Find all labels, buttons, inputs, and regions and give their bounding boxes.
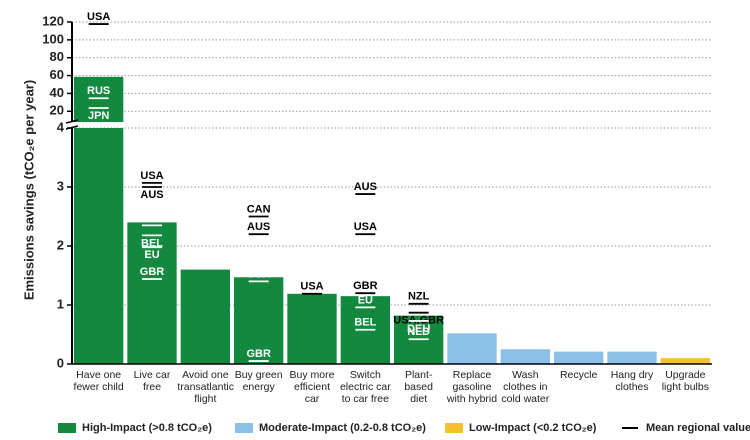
x-tick-label: Upgrade light bulbs: [661, 369, 709, 393]
mean-label: BEL: [354, 317, 376, 329]
mean-label: NLD: [407, 326, 430, 338]
y-tick-label: 120: [42, 13, 64, 28]
legend-swatch: [445, 423, 463, 433]
y-tick-label: 0: [57, 355, 64, 370]
y-tick-label: 40: [50, 85, 64, 100]
bar: [180, 269, 230, 364]
y-tick-label: 4: [57, 119, 65, 134]
y-tick-label: 80: [50, 49, 64, 64]
legend-label: Low-Impact (<0.2 tCO₂e): [469, 422, 597, 434]
mean-label: NZL: [408, 291, 430, 303]
x-tick-label: Replace gasoline with hybrid: [446, 369, 498, 405]
x-tick-label: Buy green energy: [234, 369, 283, 393]
mean-label: EU: [358, 294, 373, 306]
y-tick-label: 20: [50, 103, 64, 118]
mean-label: CAN: [247, 203, 271, 215]
legend-swatch: [58, 423, 76, 433]
x-tick-label: Live car free: [133, 369, 171, 393]
legend-swatch: [235, 423, 253, 433]
x-tick-label: Avoid one transatlantic flight: [177, 369, 234, 405]
mean-label: EU: [144, 249, 159, 261]
bar: [74, 76, 124, 122]
mean-label: AUS: [140, 189, 163, 201]
bar: [127, 222, 177, 364]
mean-label: GBR: [246, 348, 271, 360]
x-tick-label: Switch electric car to car free: [339, 369, 391, 405]
bar: [447, 333, 497, 364]
mean-label: DEU: [407, 323, 430, 335]
bar: [287, 293, 337, 364]
mean-label: USA: [354, 221, 377, 233]
x-tick-label: Wash clothes in cold water: [501, 369, 550, 405]
x-tick-label: Plant-based diet: [404, 369, 433, 405]
legend-label: Mean regional value: [646, 422, 750, 434]
bar: [500, 349, 550, 364]
bar: [607, 351, 657, 364]
axis-break: [65, 119, 79, 124]
y-axis-title: Emissions savings (tCO₂e per year): [21, 80, 36, 300]
legend-label: High-Impact (>0.8 tCO₂e): [82, 422, 212, 434]
x-tick-label: Buy more efficient car: [289, 369, 335, 405]
mean-label: USA: [247, 268, 270, 280]
x-tick-label: Hang dry clothes: [610, 369, 654, 393]
mean-label: JPN: [88, 110, 109, 122]
axis-break: [65, 125, 79, 130]
y-tick-label: 1: [57, 296, 64, 311]
mean-label: RUS: [87, 85, 110, 97]
mean-label: GBR: [353, 280, 378, 292]
mean-label: AUS: [247, 221, 270, 233]
y-tick-label: 60: [50, 67, 64, 82]
x-tick-label: Have one fewer child: [73, 369, 124, 393]
mean-label: USA: [140, 170, 163, 182]
bar: [554, 351, 604, 364]
bar: [660, 358, 710, 364]
mean-label: AUS: [354, 181, 377, 193]
mean-label: USA: [87, 11, 110, 23]
y-tick-label: 3: [57, 178, 64, 193]
bar: [234, 277, 284, 364]
legend-label: Moderate-Impact (0.2-0.8 tCO₂e): [259, 422, 426, 434]
y-tick-label: 2: [57, 237, 64, 252]
mean-label: GBR: [140, 266, 165, 278]
mean-label: CAN: [140, 212, 164, 224]
y-tick-label: 100: [42, 31, 64, 46]
x-tick-label: Recycle: [559, 369, 598, 381]
mean-label: USA: [300, 281, 323, 293]
bar: [74, 128, 124, 364]
